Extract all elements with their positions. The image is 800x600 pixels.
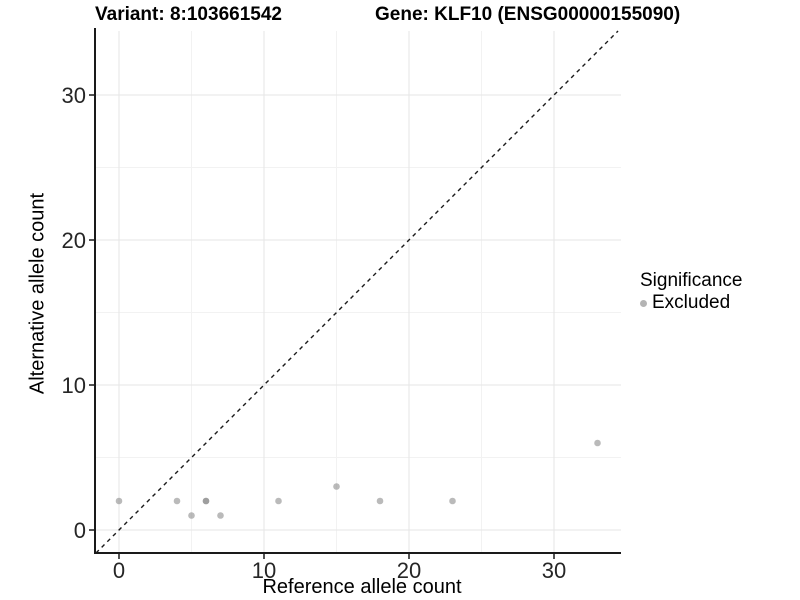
x-tick-label: 0: [113, 558, 125, 583]
y-axis-title: Alternative allele count: [26, 192, 49, 395]
data-point: [202, 497, 210, 505]
y-tick-label: 10: [62, 373, 86, 398]
data-point: [594, 439, 601, 447]
data-point: [115, 497, 123, 505]
data-point: [188, 512, 195, 519]
data-point: [449, 497, 456, 505]
y-tick-label: 20: [62, 228, 86, 253]
identity-line: [95, 30, 619, 554]
x-axis-title: Reference allele count: [262, 576, 462, 598]
legend-item-label: Excluded: [652, 292, 731, 313]
legend-title: Significance: [640, 270, 743, 291]
x-tick-label: 10: [252, 558, 276, 583]
data-point: [333, 483, 340, 490]
y-tick-label: 30: [62, 83, 86, 108]
legend: Significance Excluded: [640, 271, 742, 313]
plot-title-variant: Variant: 8:103661542: [95, 4, 282, 25]
x-tick-label: 30: [542, 558, 566, 583]
data-point: [275, 497, 282, 505]
legend-point-icon: [640, 299, 647, 307]
x-tick-label: 20: [397, 558, 421, 583]
y-tick-label: 0: [74, 518, 86, 543]
data-point: [173, 497, 181, 505]
legend-item-excluded: Excluded: [640, 293, 742, 313]
data-point: [376, 497, 384, 505]
data-point: [217, 512, 224, 519]
plot-title-gene: Gene: KLF10 (ENSG00000155090): [375, 4, 681, 25]
